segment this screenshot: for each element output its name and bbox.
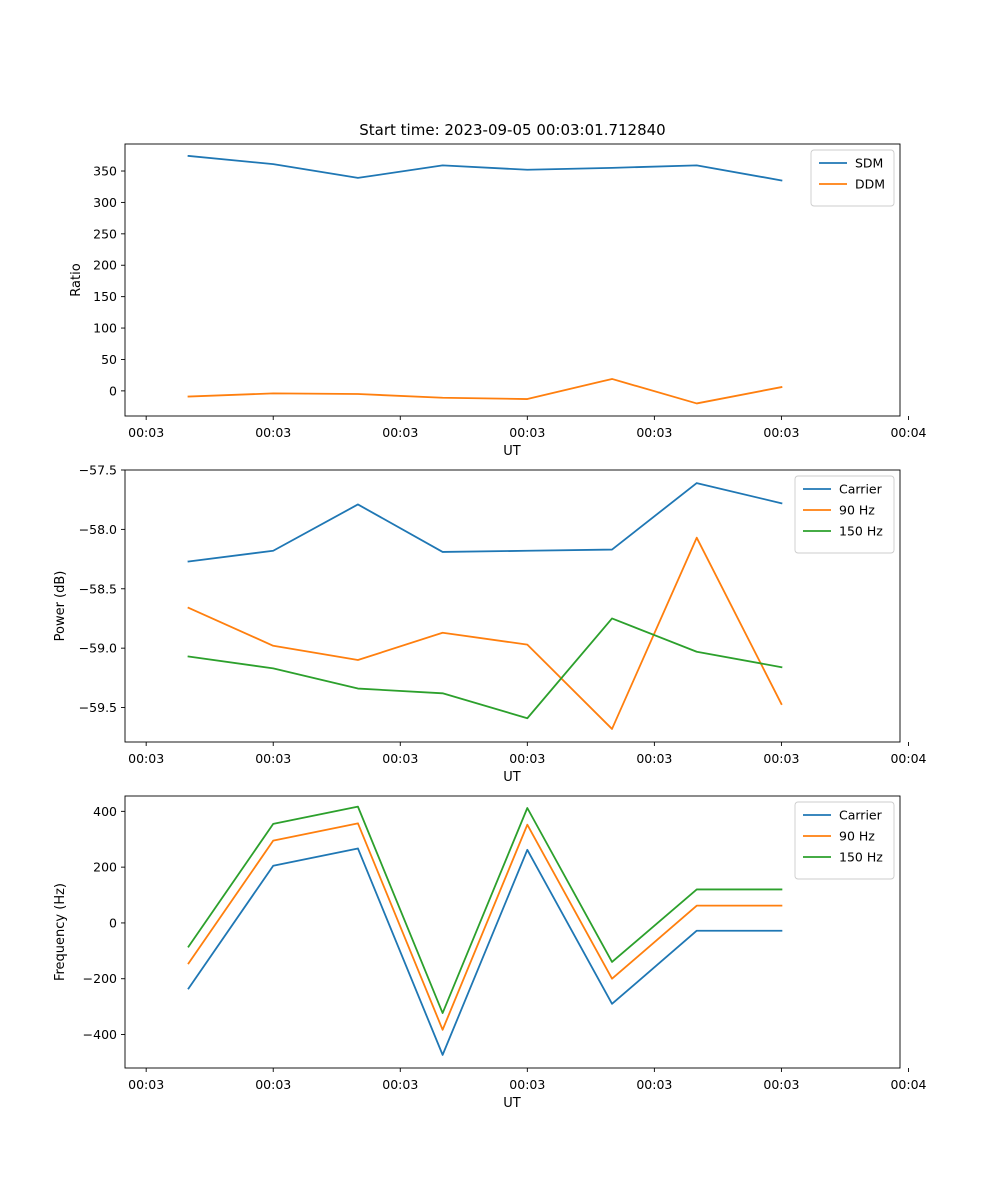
y-tick-label: 300 (93, 195, 117, 210)
legend: Carrier 90 Hz 150 Hz (794, 475, 895, 554)
figure-title: Start time: 2023-09-05 00:03:01.712840 (359, 121, 665, 139)
series-line-90-hz (187, 822, 783, 1031)
x-tick-label: 00:03 (509, 425, 545, 440)
x-tick-label: 00:03 (382, 425, 418, 440)
axes-frame (124, 143, 901, 417)
legend-label: Carrier (839, 808, 883, 823)
plot-1: 00:03 00:03 00:03 00:03 00:03 00:03 00:04 0 50 10… (69, 143, 927, 459)
series-line-150-hz (187, 805, 783, 1014)
y-tick-label: 400 (93, 804, 117, 819)
x-tick-label: 00:04 (890, 751, 926, 766)
x-tick-label: 00:03 (128, 425, 164, 440)
plot-3: 00:03 00:03 00:03 00:03 00:03 00:03 00:04 −400 −… (53, 795, 927, 1111)
axes-frame (124, 469, 901, 743)
y-tick-label: −58.0 (79, 522, 117, 537)
x-tick-label: 00:03 (763, 751, 799, 766)
series-line-90-hz (187, 536, 783, 730)
x-axis-label: UT (503, 444, 521, 459)
x-tick-label: 00:03 (636, 751, 672, 766)
legend-frame (794, 801, 895, 880)
series-line-ddm (187, 378, 783, 405)
y-tick-label: −58.5 (79, 581, 117, 596)
x-tick-label: 00:04 (890, 1077, 926, 1092)
legend: Carrier 90 Hz 150 Hz (794, 801, 895, 880)
legend-label: 90 Hz (839, 829, 875, 844)
x-tick-label: 00:03 (763, 1077, 799, 1092)
x-tick-label: 00:03 (255, 1077, 291, 1092)
y-tick-label: 350 (93, 164, 117, 179)
y-axis-label: Ratio (69, 263, 84, 296)
plot-2: 00:03 00:03 00:03 00:03 00:03 00:03 00:04 −59.5… (53, 463, 927, 786)
y-axis-label: Power (dB) (53, 571, 68, 642)
x-tick-label: 00:04 (890, 425, 926, 440)
y-tick-label: −200 (83, 971, 117, 986)
y-tick-label: 200 (93, 258, 117, 273)
y-tick-label: 100 (93, 321, 117, 336)
legend-label: DDM (855, 177, 885, 192)
x-tick-label: 00:03 (763, 425, 799, 440)
x-axis-label: UT (503, 1096, 521, 1111)
x-tick-label: 00:03 (255, 751, 291, 766)
axes-frame (124, 795, 901, 1069)
series-line-carrier (187, 482, 783, 563)
series-line-150-hz (187, 617, 783, 720)
y-tick-label: −57.5 (79, 463, 117, 478)
legend-frame (810, 149, 895, 207)
y-tick-label: 0 (109, 915, 117, 930)
x-tick-label: 00:03 (636, 425, 672, 440)
x-axis-label: UT (503, 770, 521, 785)
legend-label: 150 Hz (839, 850, 883, 865)
legend-label: Carrier (839, 482, 883, 497)
x-tick-label: 00:03 (255, 425, 291, 440)
legend-frame (794, 475, 895, 554)
x-tick-label: 00:03 (636, 1077, 672, 1092)
y-tick-label: 0 (109, 383, 117, 398)
x-tick-label: 00:03 (128, 751, 164, 766)
x-tick-label: 00:03 (128, 1077, 164, 1092)
y-tick-label: 250 (93, 226, 117, 241)
legend-label: 150 Hz (839, 524, 883, 539)
legend-label: 90 Hz (839, 503, 875, 518)
x-tick-label: 00:03 (509, 751, 545, 766)
y-tick-label: −59.0 (79, 641, 117, 656)
y-axis-label: Frequency (Hz) (53, 883, 68, 981)
legend-label: SDM (855, 156, 883, 171)
y-tick-label: 50 (101, 352, 117, 367)
series-line-carrier (187, 847, 783, 1056)
x-tick-label: 00:03 (382, 1077, 418, 1092)
legend: SDM DDM (810, 149, 895, 207)
y-tick-label: 200 (93, 860, 117, 875)
y-tick-label: 150 (93, 289, 117, 304)
y-tick-label: −59.5 (79, 700, 117, 715)
x-tick-label: 00:03 (382, 751, 418, 766)
series-line-sdm (187, 154, 783, 182)
x-tick-label: 00:03 (509, 1077, 545, 1092)
y-tick-label: −400 (83, 1027, 117, 1042)
